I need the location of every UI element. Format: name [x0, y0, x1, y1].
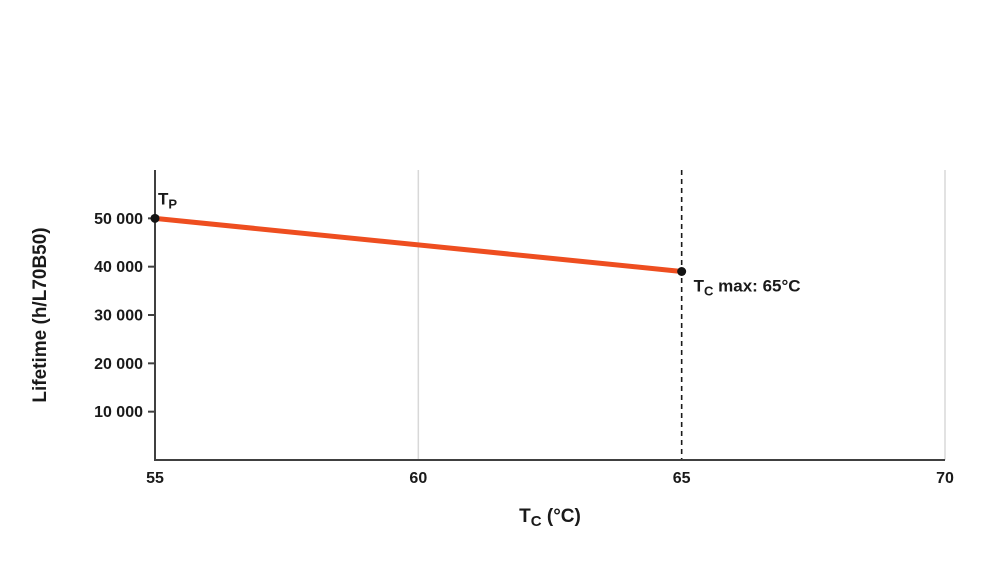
y-tick-label: 10 000 [94, 404, 143, 421]
annotation-subscript: C [704, 284, 714, 299]
x-axis-title-subscript: C [531, 513, 542, 530]
point-annotation-1: TC max: 65°C [694, 277, 801, 299]
annotation-base: T [158, 189, 169, 208]
point-annotation-0: TP [158, 189, 177, 211]
x-tick-label: 70 [936, 470, 954, 487]
y-tick-label: 20 000 [94, 356, 143, 373]
annotation-rest: max: 65°C [713, 277, 800, 296]
x-tick-label: 60 [409, 470, 427, 487]
x-tick-label: 55 [146, 470, 164, 487]
data-point-1 [677, 267, 687, 276]
y-tick-label: 30 000 [94, 308, 143, 325]
x-axis-title-base: T [519, 506, 531, 527]
annotation-subscript: P [168, 196, 177, 211]
series-line-lifetime [152, 215, 685, 274]
y-tick-label: 50 000 [94, 211, 143, 228]
x-axis-title: TC (°C) [519, 506, 581, 530]
x-tick-label: 65 [673, 470, 691, 487]
y-axis-title: Lifetime (h/L70B50) [30, 227, 51, 402]
data-point-0 [150, 213, 160, 223]
y-tick-label: 40 000 [94, 259, 143, 276]
x-axis-title-rest: (°C) [542, 506, 581, 527]
annotation-base: T [694, 277, 705, 296]
